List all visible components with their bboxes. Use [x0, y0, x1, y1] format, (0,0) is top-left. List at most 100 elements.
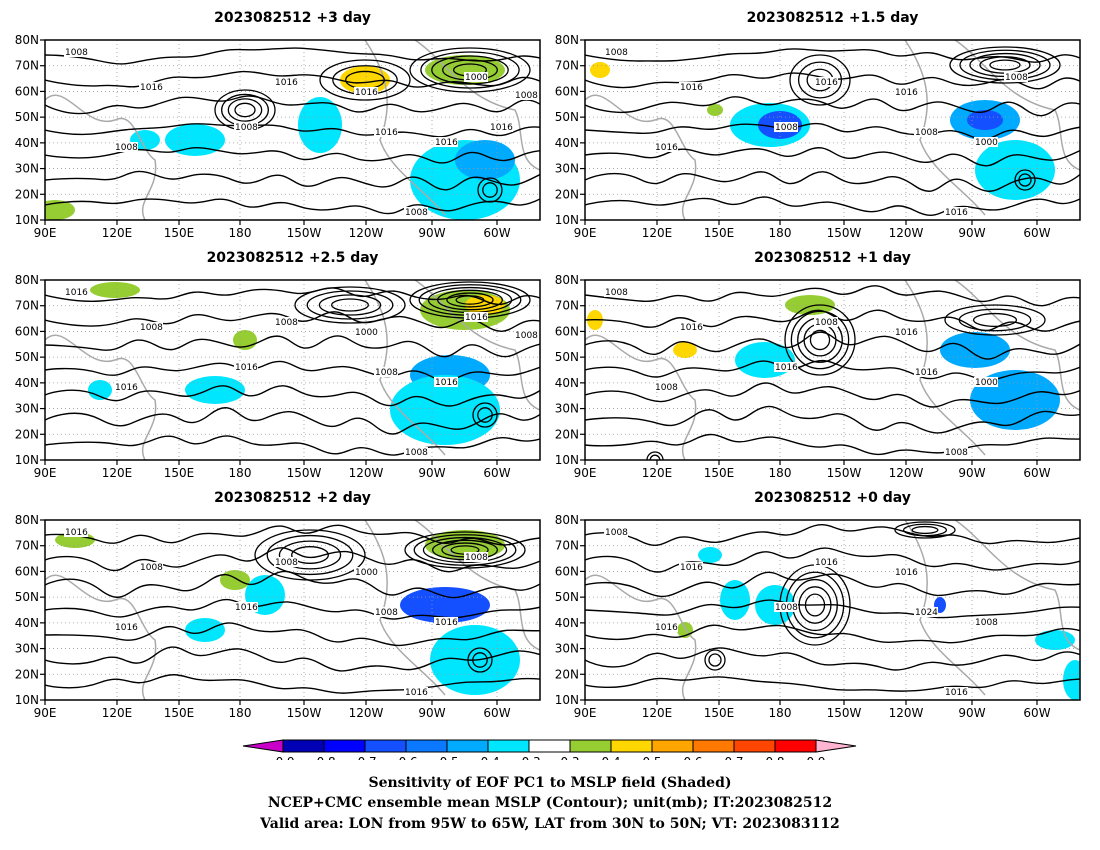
isobar-contour — [585, 360, 1080, 381]
sensitivity-shade — [45, 200, 75, 220]
isobar-contour — [789, 54, 851, 106]
lon-tick-label: 90E — [574, 226, 597, 240]
contour-label: 1016 — [655, 623, 678, 633]
contour-label: 1008 — [605, 48, 628, 58]
isobar-contour — [585, 122, 1080, 140]
contour-label-bg — [914, 367, 938, 377]
sensitivity-shade — [975, 140, 1055, 200]
contour-label-bg — [514, 90, 538, 100]
isobar-contour — [294, 286, 406, 324]
isobar-contour — [45, 598, 540, 620]
lat-tick-label: 30N — [555, 642, 579, 656]
isobar-contour — [234, 102, 256, 118]
contour-label: 1000 — [355, 568, 378, 578]
isobar-contour — [467, 647, 493, 673]
lat-tick-label: 20N — [555, 187, 579, 201]
isobar-contour — [318, 294, 382, 316]
isobar-contour — [585, 547, 1080, 573]
lon-tick-label: 60W — [1023, 706, 1050, 720]
contour-label-bg — [679, 322, 703, 332]
isobar-contour — [266, 534, 354, 576]
lat-tick-label: 30N — [15, 642, 39, 656]
isobar-contour — [585, 96, 1080, 117]
contour-label-bg — [654, 382, 678, 392]
lon-tick-label: 60W — [1023, 226, 1050, 240]
lat-tick-label: 40N — [555, 616, 579, 630]
contour-label-bg — [64, 527, 88, 537]
contour-label-bg — [464, 312, 488, 322]
lon-tick-label: 150E — [704, 226, 735, 240]
lon-tick-label: 90W — [418, 226, 445, 240]
contour-label: 1008 — [515, 91, 538, 101]
lat-tick-label: 30N — [555, 162, 579, 176]
lat-tick-label: 50N — [555, 110, 579, 124]
lon-tick-label: 90E — [34, 226, 57, 240]
sensitivity-shade — [185, 618, 225, 642]
colorbar-label: -0.9 — [271, 755, 294, 760]
contour-label: 1016 — [465, 313, 488, 323]
isobar-contour — [446, 292, 494, 308]
lon-tick-label: 90W — [958, 706, 985, 720]
lon-tick-label: 60W — [483, 226, 510, 240]
isobar-contour — [291, 546, 329, 564]
contour-label: 1016 — [895, 328, 918, 338]
lon-tick-label: 150W — [287, 706, 322, 720]
colorbar-label: 0.6 — [683, 755, 702, 760]
lon-tick-label: 180 — [229, 466, 252, 480]
contour-label-bg — [604, 287, 628, 297]
contour-label-bg — [774, 602, 798, 612]
colorbar-box — [610, 739, 653, 753]
contour-label: 1008 — [405, 448, 428, 458]
isobar-contour — [902, 523, 948, 537]
lat-tick-label: 40N — [555, 376, 579, 390]
lat-tick-label: 80N — [555, 513, 579, 527]
contour-label: 1008 — [375, 368, 398, 378]
isobar-contour — [278, 540, 342, 570]
lon-tick-label: 120W — [889, 466, 924, 480]
lat-tick-label: 10N — [555, 213, 579, 227]
lon-tick-label: 90E — [34, 466, 57, 480]
contour-label: 1016 — [355, 88, 378, 98]
sensitivity-shade — [707, 104, 723, 116]
colorbar-label: 0.8 — [765, 755, 784, 760]
lat-tick-label: 60N — [555, 84, 579, 98]
contour-label: 1008 — [375, 608, 398, 618]
contour-label-bg — [374, 367, 398, 377]
lon-tick-label: 60W — [1023, 466, 1050, 480]
lon-tick-label: 180 — [769, 706, 792, 720]
lat-tick-label: 30N — [15, 162, 39, 176]
sensitivity-shade — [88, 380, 112, 400]
contour-label: 1016 — [895, 568, 918, 578]
isobar-contour — [45, 407, 540, 435]
isobar-contour — [45, 547, 540, 573]
contour-label-bg — [914, 127, 938, 137]
contour-label-bg — [894, 567, 918, 577]
contour-label: 1008 — [465, 553, 488, 563]
contour-label: 1008 — [275, 318, 298, 328]
lat-tick-label: 50N — [555, 590, 579, 604]
lon-tick-label: 120E — [102, 706, 133, 720]
contour-label: 1008 — [405, 208, 428, 218]
isobar-contour — [45, 123, 540, 138]
isobar-contour — [585, 382, 1080, 408]
map-panel: 2023082512 +2.5 day 1016 1008 1008 1016 1016 1… — [15, 250, 541, 480]
lon-tick-label: 120W — [349, 466, 384, 480]
isobar-contour — [989, 59, 1021, 71]
contour-label: 1008 — [945, 448, 968, 458]
coastline — [585, 40, 1080, 220]
colorbar-label: -0.4 — [476, 755, 499, 760]
lat-tick-label: 70N — [555, 299, 579, 313]
contour-label-bg — [139, 562, 163, 572]
colorbar-label: 0.5 — [642, 755, 661, 760]
contour-label: 1008 — [605, 528, 628, 538]
lon-tick-label: 120W — [889, 706, 924, 720]
lon-tick-label: 150E — [704, 466, 735, 480]
isobar-contour — [797, 61, 843, 99]
isobar-contour — [585, 433, 1080, 456]
lon-tick-label: 150W — [827, 226, 862, 240]
isobar-contour — [45, 435, 540, 456]
lat-tick-label: 10N — [555, 453, 579, 467]
panel-title: 2023082512 +2.5 day — [207, 250, 379, 266]
contour-label-bg — [374, 127, 398, 137]
contour-label: 1016 — [65, 528, 88, 538]
